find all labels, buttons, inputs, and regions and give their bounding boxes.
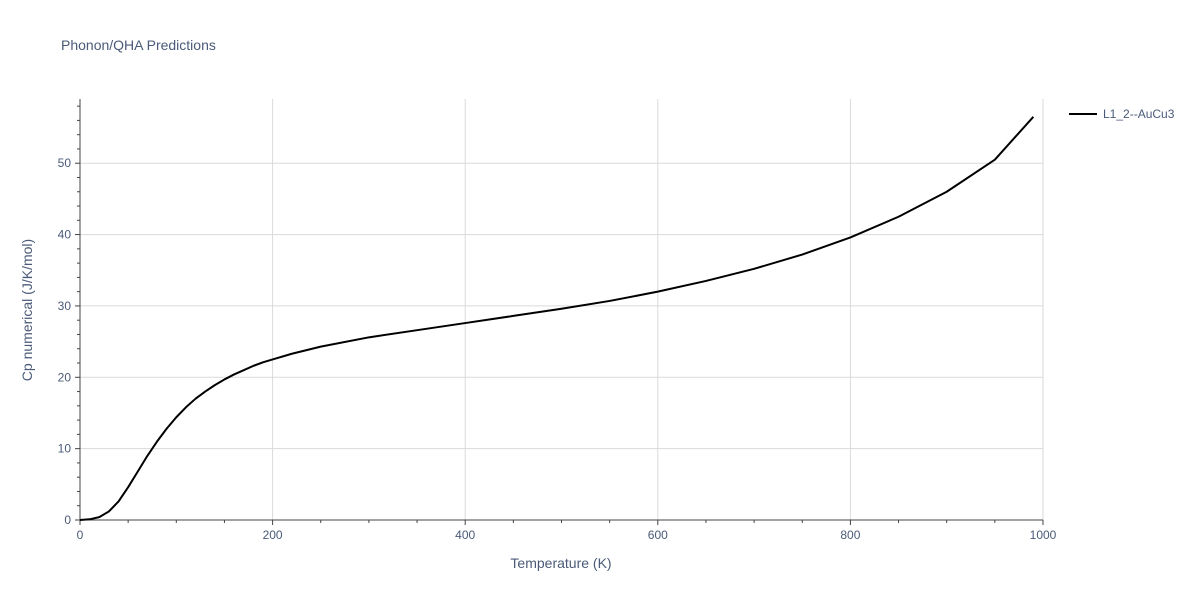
x-tick-label: 800 [840, 528, 860, 542]
series-line [79, 116, 1035, 521]
x-tick-label: 400 [455, 528, 475, 542]
y-axis-title: Cp numerical (J/K/mol) [19, 239, 35, 381]
x-tick-label: 600 [648, 528, 668, 542]
y-tick-label: 40 [58, 228, 72, 242]
y-tick-label: 50 [58, 156, 72, 170]
legend: L1_2--AuCu3 [1069, 107, 1175, 121]
x-tick-label: 0 [77, 528, 84, 542]
y-tick-label: 0 [64, 513, 71, 527]
series-group [79, 116, 1035, 521]
grid [80, 99, 1044, 520]
y-tick-label: 30 [58, 299, 72, 313]
x-axis-title: Temperature (K) [510, 555, 611, 571]
y-tick-label: 10 [58, 442, 72, 456]
legend-label: L1_2--AuCu3 [1103, 107, 1175, 121]
axes: 0 200 400 600 800 1000 0 10 20 30 40 50 [58, 99, 1057, 542]
x-tick-label: 200 [263, 528, 283, 542]
y-tick-label: 20 [58, 370, 72, 384]
x-tick-label: 1000 [1030, 528, 1057, 542]
chart-title: Phonon/QHA Predictions [61, 37, 216, 53]
